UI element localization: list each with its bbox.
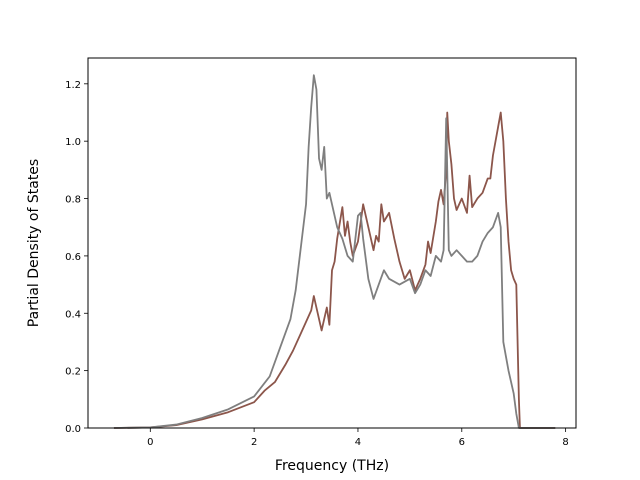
x-tick-label: 2 bbox=[251, 437, 257, 448]
x-tick-label: 8 bbox=[562, 437, 568, 448]
y-axis-ticks: 0.0 0.2 0.4 0.6 0.8 1.0 1.2 bbox=[65, 80, 88, 435]
y-tick-label: 0.6 bbox=[65, 252, 81, 263]
x-tick-label: 6 bbox=[459, 437, 465, 448]
y-tick-label: 0.2 bbox=[65, 367, 81, 378]
y-tick-label: 0.4 bbox=[65, 309, 81, 320]
x-tick-label: 0 bbox=[147, 437, 153, 448]
y-tick-label: 1.0 bbox=[65, 137, 81, 148]
series-group bbox=[113, 74, 556, 429]
y-tick-label: 1.2 bbox=[65, 80, 81, 91]
x-axis-label: Frequency (THz) bbox=[275, 458, 389, 474]
y-tick-label: 0.0 bbox=[65, 424, 81, 435]
y-axis-label: Partial Density of States bbox=[26, 159, 42, 327]
axes-frame bbox=[87, 57, 577, 429]
x-axis-ticks: 0 2 4 6 8 bbox=[147, 428, 569, 448]
series-line-2 bbox=[113, 74, 556, 429]
x-tick-label: 4 bbox=[355, 437, 361, 448]
y-tick-label: 0.8 bbox=[65, 195, 81, 206]
series-line-1 bbox=[113, 111, 556, 429]
